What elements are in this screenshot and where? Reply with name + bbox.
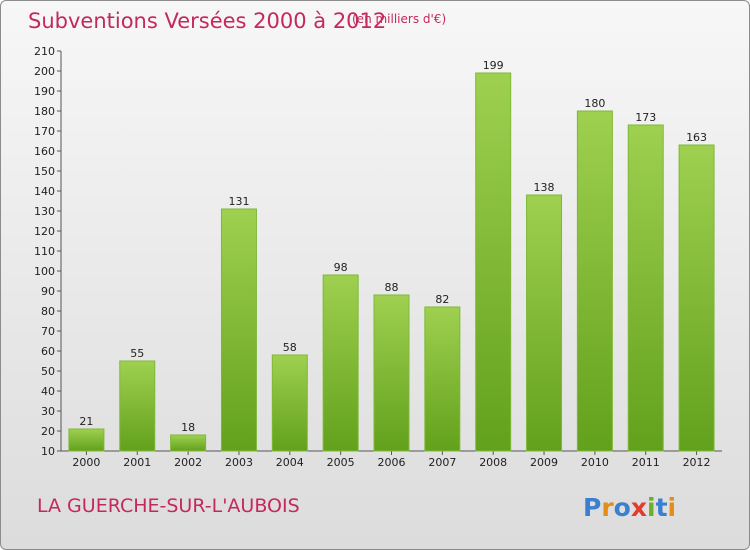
- data-label-2010: 180: [584, 97, 605, 110]
- bar-2003: [220, 208, 257, 452]
- x-tick-label-2011: 2011: [632, 456, 660, 469]
- bar-2006: [373, 294, 410, 452]
- data-label-2007: 82: [435, 293, 449, 306]
- x-tick-label-2000: 2000: [72, 456, 100, 469]
- bar-2005: [322, 274, 359, 452]
- bar-2009: [526, 194, 563, 452]
- y-tick-label: 180: [34, 105, 55, 118]
- bar-2012: [678, 144, 715, 452]
- proxiti-logo[interactable]: Proxiti: [583, 493, 676, 522]
- bar-2000: [68, 428, 105, 452]
- y-tick-label: 170: [34, 125, 55, 138]
- y-tick-label: 210: [34, 45, 55, 58]
- y-tick-label: 140: [34, 185, 55, 198]
- logo-letter: o: [613, 493, 631, 522]
- bar-2007: [424, 306, 461, 452]
- x-tick-label-2010: 2010: [581, 456, 609, 469]
- y-tick-label: 100: [34, 265, 55, 278]
- y-tick-label: 40: [41, 385, 55, 398]
- y-tick-label: 190: [34, 85, 55, 98]
- x-tick-label-2012: 2012: [683, 456, 711, 469]
- y-tick-label: 200: [34, 65, 55, 78]
- data-label-2006: 88: [385, 281, 399, 294]
- x-tick-label-2006: 2006: [378, 456, 406, 469]
- logo-letter: t: [655, 493, 668, 522]
- y-tick-label: 150: [34, 165, 55, 178]
- x-tick-label-2007: 2007: [428, 456, 456, 469]
- y-tick-label: 160: [34, 145, 55, 158]
- logo-letter: P: [583, 493, 602, 522]
- x-tick-label-2008: 2008: [479, 456, 507, 469]
- data-label-2009: 138: [534, 181, 555, 194]
- bar-2011: [627, 124, 664, 452]
- x-tick-label-2002: 2002: [174, 456, 202, 469]
- logo-letter: i: [667, 493, 677, 522]
- y-tick-label: 10: [41, 445, 55, 458]
- bar-2010: [576, 110, 613, 452]
- x-tick-label-2003: 2003: [225, 456, 253, 469]
- data-label-2012: 163: [686, 131, 707, 144]
- y-tick-label: 80: [41, 305, 55, 318]
- logo-letter: r: [601, 493, 614, 522]
- x-tick-label-2009: 2009: [530, 456, 558, 469]
- bar-2001: [119, 360, 156, 452]
- x-tick-label-2005: 2005: [327, 456, 355, 469]
- data-label-2000: 21: [79, 415, 93, 428]
- logo-letter: i: [647, 493, 656, 522]
- y-tick-label: 130: [34, 205, 55, 218]
- data-label-2008: 199: [483, 59, 504, 72]
- data-label-2004: 58: [283, 341, 297, 354]
- y-tick-label: 70: [41, 325, 55, 338]
- bar-2004: [271, 354, 308, 452]
- data-label-2003: 131: [228, 195, 249, 208]
- y-tick-label: 30: [41, 405, 55, 418]
- chart-title: Subventions Versées 2000 à 2012: [28, 9, 387, 33]
- chart-subtitle: (en milliers d'€): [352, 12, 447, 26]
- y-tick-label: 120: [34, 225, 55, 238]
- data-label-2005: 98: [334, 261, 348, 274]
- y-tick-label: 20: [41, 425, 55, 438]
- y-tick-label: 90: [41, 285, 55, 298]
- commune-name: LA GUERCHE-SUR-L'AUBOIS: [37, 495, 300, 517]
- y-tick-label: 60: [41, 345, 55, 358]
- bar-2002: [170, 434, 207, 452]
- data-label-2001: 55: [130, 347, 144, 360]
- x-tick-label-2004: 2004: [276, 456, 304, 469]
- data-label-2002: 18: [181, 421, 195, 434]
- x-tick-label-2001: 2001: [123, 456, 151, 469]
- y-tick-label: 50: [41, 365, 55, 378]
- logo-letter: x: [630, 493, 647, 522]
- y-tick-label: 110: [34, 245, 55, 258]
- data-label-2011: 173: [635, 111, 656, 124]
- bar-2008: [475, 72, 512, 452]
